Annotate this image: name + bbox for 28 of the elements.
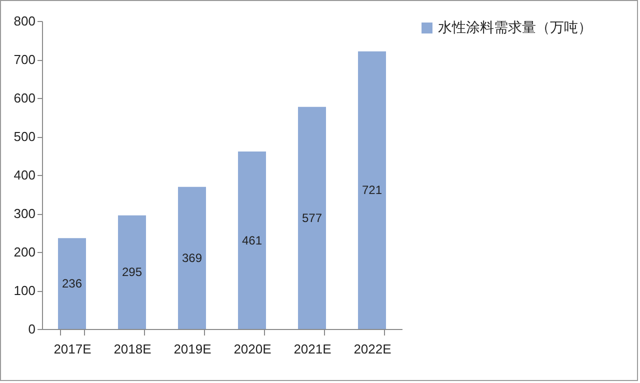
data-label: 721: [362, 183, 382, 198]
x-tick-label: 2020E: [234, 342, 272, 356]
y-tick-label: 200: [14, 244, 36, 260]
y-tick-label: 700: [14, 52, 36, 67]
x-tick-label: 2019E: [174, 342, 212, 356]
bar: [358, 51, 386, 329]
data-label: 369: [182, 250, 202, 265]
y-tick-label: 0: [28, 322, 36, 336]
bar: [298, 106, 326, 329]
bar: [178, 186, 206, 329]
y-tick-label: 300: [14, 206, 36, 221]
bar: [58, 238, 86, 329]
x-tick-label: 2018E: [114, 342, 152, 356]
y-tick-label: 100: [14, 283, 36, 298]
legend-label: 水性涂料需求量（万吨）: [438, 19, 592, 35]
bar: [118, 215, 146, 329]
data-label: 236: [62, 276, 82, 291]
y-tick-label: 500: [14, 129, 36, 144]
x-tick-label: 2021E: [294, 342, 332, 356]
bar: [238, 152, 266, 329]
data-label: 577: [302, 210, 322, 225]
data-label: 295: [122, 265, 142, 280]
y-tick-label: 600: [14, 90, 36, 106]
y-tick-label: 400: [14, 168, 36, 182]
x-tick-label: 2017E: [54, 342, 92, 356]
y-tick-label: 800: [14, 14, 36, 28]
data-label: 461: [242, 233, 262, 248]
x-tick-label: 2022E: [354, 342, 392, 356]
